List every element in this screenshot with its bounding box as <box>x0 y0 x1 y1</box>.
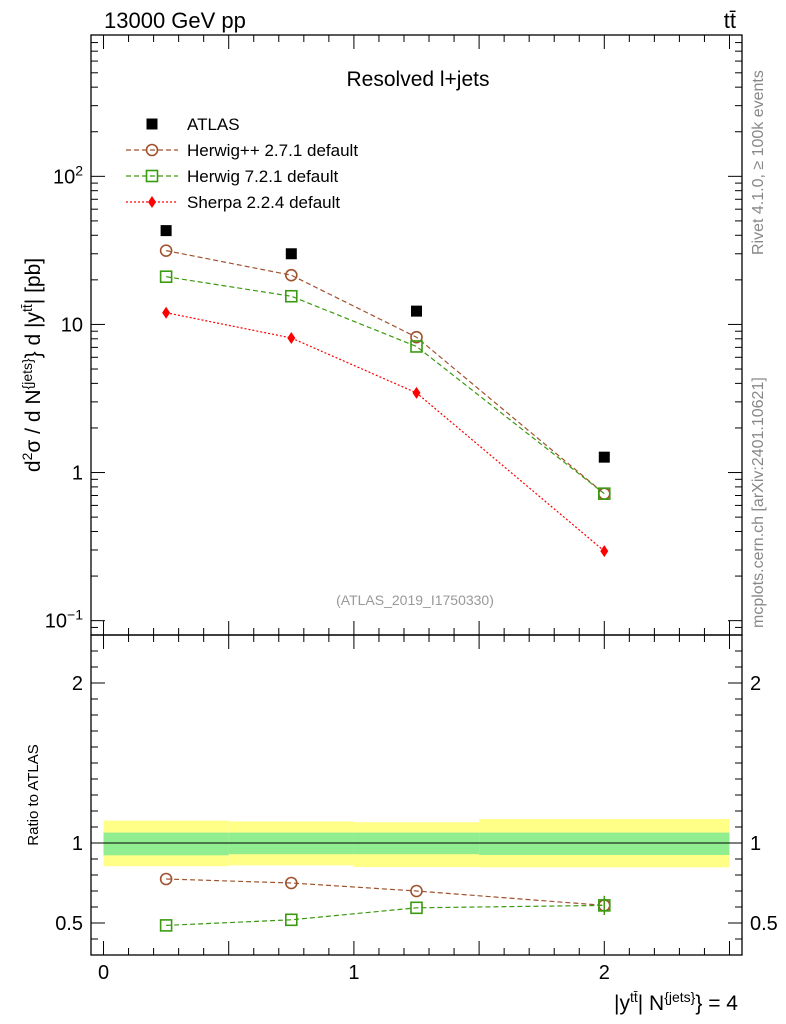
legend-label-1: Herwig++ 2.7.1 default <box>187 141 358 160</box>
ratio-y-axis-label: Ratio to ATLAS <box>25 744 42 845</box>
data-point-s3-3 <box>600 545 609 558</box>
ratio-band-1-3 <box>479 832 730 855</box>
ratio-y-tick-label-right-0: 0.5 <box>750 913 778 935</box>
legend-marker-0 <box>146 118 158 130</box>
main-y-tick-label-0: 10−1 <box>45 607 83 633</box>
ratio-line-1 <box>166 904 605 926</box>
ratio-y-tick-label-right-1: 1 <box>750 833 761 855</box>
ratio-point-s1-0 <box>159 919 173 932</box>
ratio-frame <box>90 634 743 956</box>
legend-label-2: Herwig 7.2.1 default <box>187 167 338 186</box>
data-point-s2-1 <box>285 289 298 303</box>
legend: ATLAS Herwig++ 2.7.1 default Herwig 7.2.1 … <box>126 115 358 212</box>
data-point-s0-0 <box>160 225 172 237</box>
x-tick-label-1: 1 <box>348 962 359 984</box>
energy-label: 13000 GeV pp <box>104 8 246 33</box>
ratio-line-0 <box>166 878 605 906</box>
x-axis-label: |ytt̄| N{jets}} = 4 <box>614 989 738 1015</box>
ratio-y-tick-label-left-1: 1 <box>72 833 83 855</box>
main-y-tick-label-3: 102 <box>53 162 83 188</box>
ratio-y-tick-label-right-2: 2 <box>750 673 761 695</box>
data-point-s0-2 <box>411 305 422 317</box>
process-label: tt̄ <box>724 8 736 33</box>
main-title: Resolved l+jets <box>347 68 490 91</box>
data-point-s2-0 <box>159 270 173 284</box>
series-line-2 <box>166 276 605 495</box>
legend-label-3: Sherpa 2.2.4 default <box>187 193 340 212</box>
data-point-s3-2 <box>412 386 421 399</box>
x-tick-label-0: 0 <box>98 962 109 984</box>
ratio-point-s1-1 <box>285 913 298 927</box>
legend-label-0: ATLAS <box>187 115 240 134</box>
ratio-point-s1-2 <box>410 901 423 915</box>
mcplots-source-label: mcplots.cern.ch [arXiv:2401.10621] <box>750 377 767 628</box>
main-y-tick-label-1: 1 <box>72 463 83 485</box>
analysis-watermark: (ATLAS_2019_I1750330) <box>336 592 494 608</box>
series-line-3 <box>165 312 605 552</box>
data-point-s0-3 <box>598 451 610 463</box>
rivet-version-label: Rivet 4.1.0, ≥ 100k events <box>750 70 767 255</box>
ratio-point-s0-0 <box>159 872 173 886</box>
data-point-s2-2 <box>410 340 423 353</box>
ratio-panel: 0.5 0.5 1 1 2 2 0 1 2 Ratio to ATLAS <box>25 634 778 984</box>
ratio-y-tick-label-left-2: 2 <box>72 673 83 695</box>
ratio-point-s0-1 <box>285 876 298 890</box>
data-point-s2-3 <box>597 487 611 500</box>
legend-marker-2 <box>145 169 159 183</box>
legend-marker-1 <box>145 143 159 157</box>
x-tick-label-2: 2 <box>599 962 610 984</box>
main-y-tick-label-2: 10 <box>61 314 83 336</box>
data-point-s1-1 <box>285 268 298 282</box>
ratio-point-s0-2 <box>410 884 423 898</box>
data-point-s3-1 <box>287 331 296 344</box>
ratio-point-s1-3 <box>597 899 611 912</box>
legend-marker-3 <box>148 196 156 208</box>
data-point-s1-2 <box>410 330 423 344</box>
data-point-s3-0 <box>162 306 171 319</box>
ratio-band-1-0 <box>103 832 229 856</box>
main-panel: 10−1 1 10 102 Resolved l+jets (ATLAS_2019_I… <box>45 34 743 636</box>
data-point-s0-1 <box>285 248 297 260</box>
data-point-s1-0 <box>159 244 173 257</box>
ratio-y-tick-label-left-0: 0.5 <box>55 913 83 935</box>
main-y-axis-label: d2σ / d N{jets}} d |ytt̄| [pb] <box>19 258 45 472</box>
